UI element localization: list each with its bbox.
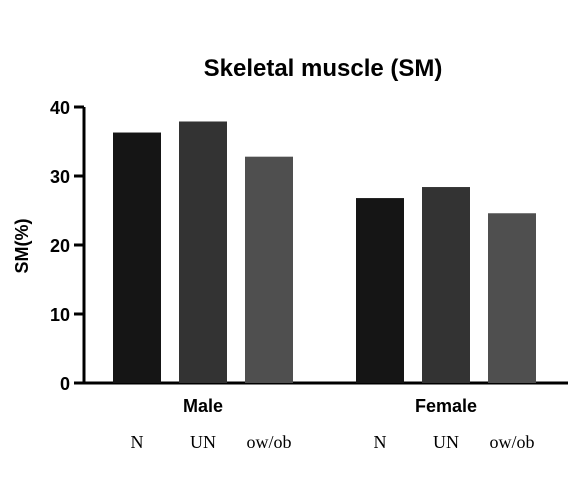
bar-male-un: [179, 121, 227, 384]
y-tick-label: 20: [50, 236, 70, 256]
bar-female-un: [422, 187, 470, 383]
bar-male-n: [113, 132, 161, 383]
y-axis: 0 10 20 30 40: [50, 98, 86, 394]
chart-title: Skeletal muscle (SM): [204, 55, 443, 82]
group-label: Female: [415, 396, 477, 416]
bar-male-ow-ob: [245, 156, 293, 383]
category-label: N: [131, 432, 144, 452]
bar-female-ow-ob: [488, 213, 536, 383]
category-label: UN: [190, 432, 216, 452]
y-tick-label: 10: [50, 305, 70, 325]
x-labels: N UN ow/ob Male N UN ow/ob Female: [131, 396, 535, 452]
bar-female-n: [356, 198, 404, 383]
category-label: ow/ob: [490, 432, 535, 452]
category-label: N: [374, 432, 387, 452]
category-label: UN: [433, 432, 459, 452]
y-tick-label: 0: [60, 374, 70, 394]
group-label: Male: [183, 396, 223, 416]
category-label: ow/ob: [247, 432, 292, 452]
y-tick-label: 30: [50, 167, 70, 187]
y-tick-label: 40: [50, 98, 70, 118]
bars: [113, 121, 536, 384]
y-axis-label: SM(%): [12, 219, 32, 274]
